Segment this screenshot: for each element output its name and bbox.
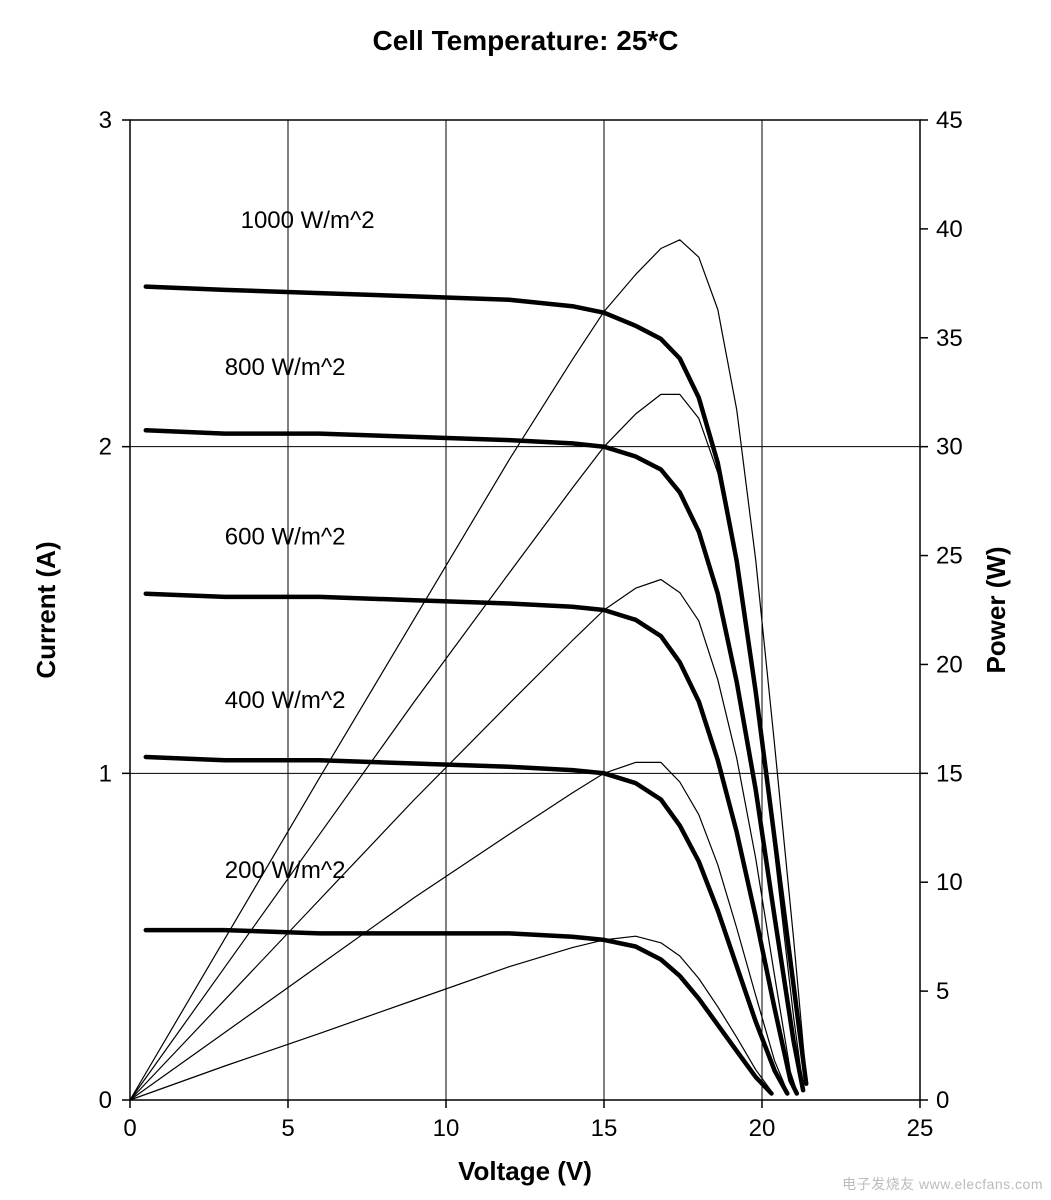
iv-power-chart: Cell Temperature: 25*C0510152025Voltage … (0, 0, 1051, 1200)
series-label: 200 W/m^2 (225, 857, 346, 884)
x-tick-label: 5 (281, 1115, 294, 1142)
y-right-axis-label: Power (W) (981, 546, 1011, 673)
y-right-tick-label: 35 (936, 325, 963, 352)
y-left-tick-label: 3 (99, 107, 112, 134)
chart-title: Cell Temperature: 25*C (372, 25, 678, 56)
series-label: 400 W/m^2 (225, 687, 346, 714)
y-right-tick-label: 20 (936, 651, 963, 678)
x-tick-label: 0 (123, 1115, 136, 1142)
y-left-tick-label: 2 (99, 434, 112, 461)
x-tick-label: 25 (907, 1115, 934, 1142)
y-right-tick-label: 10 (936, 869, 963, 896)
y-left-tick-label: 0 (99, 1087, 112, 1114)
y-right-tick-label: 15 (936, 760, 963, 787)
iv-curve (146, 757, 788, 1094)
watermark-text: 电子发烧友 www.elecfans.com (842, 1174, 1043, 1194)
y-right-tick-label: 40 (936, 216, 963, 243)
power-curve (130, 580, 797, 1101)
y-right-tick-label: 25 (936, 543, 963, 570)
chart-container: Cell Temperature: 25*C0510152025Voltage … (0, 0, 1051, 1200)
series-label: 800 W/m^2 (225, 354, 346, 381)
y-left-axis-label: Current (A) (31, 541, 61, 678)
x-axis-label: Voltage (V) (458, 1156, 592, 1186)
series-label: 600 W/m^2 (225, 524, 346, 551)
x-tick-label: 15 (591, 1115, 618, 1142)
x-tick-label: 10 (433, 1115, 460, 1142)
y-right-tick-label: 5 (936, 978, 949, 1005)
y-right-tick-label: 30 (936, 434, 963, 461)
y-right-tick-label: 45 (936, 107, 963, 134)
power-curve (130, 936, 772, 1100)
x-tick-label: 20 (749, 1115, 776, 1142)
plot-border (130, 120, 920, 1100)
y-left-tick-label: 1 (99, 760, 112, 787)
series-label: 1000 W/m^2 (241, 207, 375, 234)
y-right-tick-label: 0 (936, 1087, 949, 1114)
iv-curve (146, 287, 806, 1084)
